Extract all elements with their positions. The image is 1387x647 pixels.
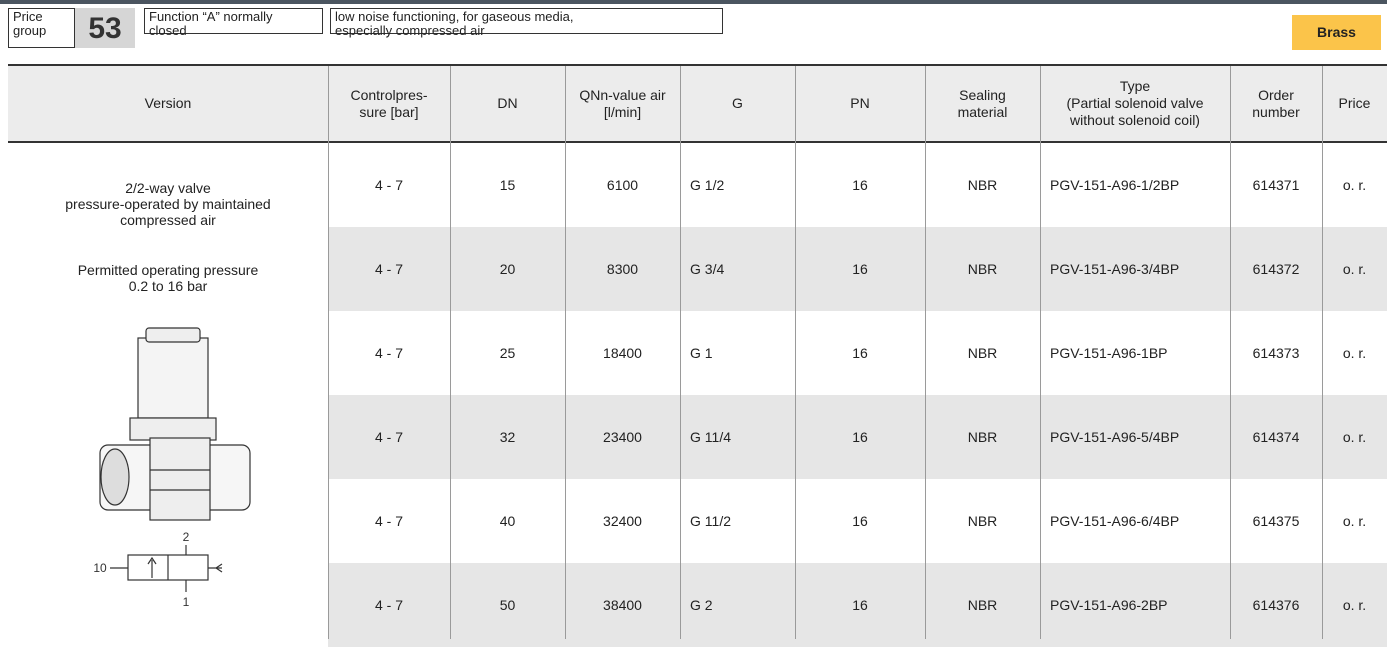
table-cell: 32 <box>499 428 516 445</box>
table-cell: 20 <box>499 260 516 277</box>
column-divider <box>1040 66 1041 639</box>
column-divider <box>680 66 681 639</box>
column-divider <box>1230 66 1231 639</box>
column-divider <box>795 66 796 639</box>
table-cell: 25 <box>499 344 516 361</box>
table-cell: NBR <box>967 512 998 529</box>
table-cell: PGV-151-A96-1/2BP <box>1050 176 1180 193</box>
table-cell: PGV-151-A96-2BP <box>1050 596 1168 613</box>
table-cell: 16 <box>852 512 868 529</box>
column-header: Type (Partial solenoid valve without sol… <box>1066 78 1204 128</box>
table-top-rule <box>8 64 1387 66</box>
column-divider <box>328 66 329 639</box>
table-cell: 4 - 7 <box>374 596 403 613</box>
table-cell: o. r. <box>1342 428 1367 445</box>
version-text: 2/2-way valve pressure-operated by maint… <box>65 180 271 228</box>
table-cell: 614373 <box>1252 344 1300 361</box>
table-cell: 16 <box>852 428 868 445</box>
description: low noise functioning, for gaseous media… <box>330 8 723 38</box>
top-rule <box>0 0 1387 4</box>
table-cell: 16 <box>852 176 868 193</box>
table-cell: NBR <box>967 260 998 277</box>
table-cell: 4 - 7 <box>374 512 403 529</box>
table-cell: NBR <box>967 428 998 445</box>
header-rule <box>8 141 1387 143</box>
table-cell: o. r. <box>1342 260 1367 277</box>
version-pressure: Permitted operating pressure 0.2 to 16 b… <box>77 262 259 294</box>
column-header: G <box>732 95 743 111</box>
table-cell: PGV-151-A96-3/4BP <box>1050 260 1180 277</box>
table-cell: NBR <box>967 596 998 613</box>
table-cell: 614374 <box>1252 428 1300 445</box>
table-cell: G 1 <box>690 344 713 361</box>
column-divider <box>925 66 926 639</box>
column-header: Price <box>1338 95 1371 111</box>
column-header: QNn-value air [l/min] <box>579 86 666 120</box>
table-cell: G 11/2 <box>690 512 731 529</box>
table-cell: 15 <box>499 176 516 193</box>
table-cell: G 1/2 <box>690 176 725 193</box>
column-divider <box>450 66 451 639</box>
symbol-label: 2 <box>183 530 190 544</box>
column-header: Version <box>144 95 192 111</box>
table-cell: 40 <box>499 512 516 529</box>
table-cell: o. r. <box>1342 176 1367 193</box>
column-header: PN <box>850 95 870 111</box>
table-cell: NBR <box>967 176 998 193</box>
table-cell: 16 <box>852 260 868 277</box>
table-cell: 4 - 7 <box>374 260 403 277</box>
symbol-label: 1 <box>183 595 190 609</box>
table-cell: PGV-151-A96-1BP <box>1050 344 1168 361</box>
table-cell: 614375 <box>1252 512 1300 529</box>
table-cell: G 11/4 <box>690 428 731 445</box>
column-header: Controlpres- sure [bar] <box>350 86 428 120</box>
table-cell: NBR <box>967 344 998 361</box>
material: Brass <box>1292 15 1381 50</box>
table-cell: o. r. <box>1342 596 1367 613</box>
table-cell: o. r. <box>1342 512 1367 529</box>
table-cell: 50 <box>499 596 516 613</box>
table-cell: PGV-151-A96-6/4BP <box>1050 512 1180 529</box>
table-cell: PGV-151-A96-5/4BP <box>1050 428 1180 445</box>
column-header: Sealing material <box>957 86 1008 120</box>
symbol-label: 10 <box>93 561 107 575</box>
table-cell: G 2 <box>690 596 713 613</box>
table-cell: 614372 <box>1252 260 1300 277</box>
table-cell: 6100 <box>606 176 639 193</box>
table-cell: 614376 <box>1252 596 1300 613</box>
row-bg <box>328 395 1387 479</box>
column-header: Order number <box>1252 86 1300 120</box>
table-cell: 4 - 7 <box>374 428 403 445</box>
table-cell: 32400 <box>603 512 642 529</box>
column-divider <box>565 66 566 639</box>
table-cell: 4 - 7 <box>374 176 403 193</box>
row-bg <box>328 563 1387 647</box>
table-cell: 18400 <box>603 344 642 361</box>
table-cell: 8300 <box>606 260 639 277</box>
column-divider <box>1322 66 1323 639</box>
price-group: 53 <box>75 8 135 48</box>
table-cell: 23400 <box>603 428 642 445</box>
valve-illustration: 2 10 1 <box>93 327 251 609</box>
price-group-label: Price group <box>8 8 75 48</box>
row-bg <box>328 227 1387 311</box>
table-cell: 38400 <box>603 596 642 613</box>
table-cell: G 3/4 <box>690 260 725 277</box>
table-cell: 16 <box>852 596 868 613</box>
table-cell: 16 <box>852 344 868 361</box>
column-header: DN <box>497 95 518 111</box>
header-bg <box>8 66 1387 141</box>
table-cell: o. r. <box>1342 344 1367 361</box>
function: Function “A” normally closed <box>144 8 323 38</box>
table: Version Controlpres- sure [bar] DN QNn-valu… <box>0 66 1387 647</box>
table-cell: 4 - 7 <box>374 344 403 361</box>
table-cell: 614371 <box>1252 176 1300 193</box>
